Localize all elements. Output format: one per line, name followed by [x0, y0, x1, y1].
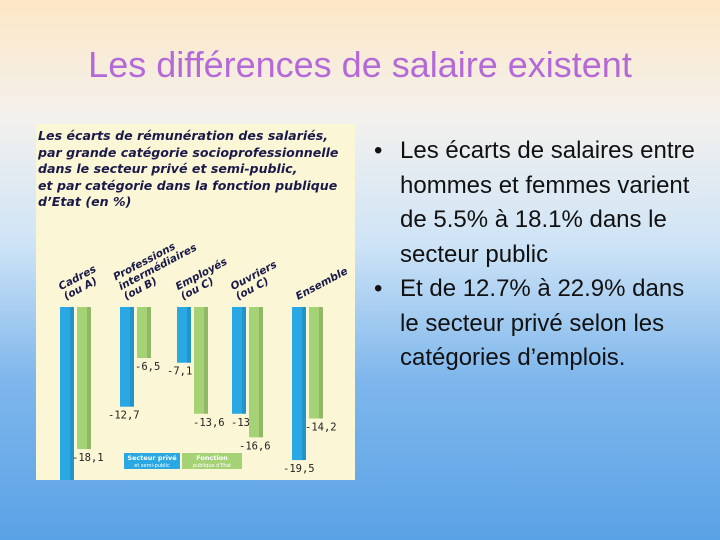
bar: [249, 307, 263, 438]
bar-shade: [147, 307, 151, 359]
chart-panel: Les écarts de rémunération des salariés,…: [36, 124, 355, 480]
category-label-line: Ensemble: [294, 265, 350, 302]
legend-label: publique d’Etat: [193, 463, 231, 469]
data-label: -6,5: [135, 361, 160, 373]
data-label: -14,2: [305, 421, 337, 433]
data-label: -18,1: [72, 452, 104, 464]
chart-title-line: par grande catégorie socioprofessionnell…: [38, 144, 339, 160]
legend-label: et semi-public: [134, 463, 170, 469]
bar: [194, 307, 208, 414]
bullet-list: • Les écarts de salaires entre hommes et…: [368, 134, 708, 376]
data-label: -19,5: [283, 463, 315, 475]
bar: [60, 307, 74, 480]
bar-shade: [130, 307, 134, 407]
bullet-text: Les écarts de salaires entre hommes et f…: [400, 137, 695, 268]
slide-title: Les différences de salaire existent: [88, 44, 632, 85]
bullet-symbol: •: [374, 137, 383, 164]
category-label: Employés(ou C): [174, 256, 235, 303]
bar: [120, 307, 134, 407]
data-label: -7,1: [167, 366, 192, 378]
bar-shade: [204, 307, 208, 414]
chart-title-line: Les écarts de rémunération des salariés,: [38, 128, 328, 143]
bar-shade: [187, 307, 191, 363]
category-label: Cadres(ou A): [57, 263, 104, 302]
data-label: -13,6: [193, 417, 225, 429]
bullet-symbol: •: [374, 275, 383, 302]
chart-title: Les écarts de rémunération des salariés,…: [38, 128, 353, 211]
category-label: Ensemble: [294, 265, 350, 302]
bar-shade: [242, 307, 246, 414]
bar: [309, 307, 323, 419]
category-label: Ouvriers(ou C): [229, 259, 284, 303]
bullet-text: Et de 12.7% à 22.9% dans le secteur priv…: [400, 275, 685, 371]
legend-label: Secteur privé: [127, 454, 177, 462]
bar: [137, 307, 151, 359]
bullet-item: • Les écarts de salaires entre hommes et…: [368, 134, 708, 272]
data-label: -16,6: [239, 440, 271, 452]
bar-shade: [87, 307, 91, 450]
bar-shade: [259, 307, 263, 438]
bullet-item: • Et de 12.7% à 22.9% dans le secteur pr…: [368, 272, 708, 376]
bar-shade: [302, 307, 306, 461]
legend-label: Fonction: [196, 454, 228, 462]
legend-swatch: [182, 453, 242, 469]
chart-title-line: et par catégorie dans la fonction publiq…: [38, 177, 338, 193]
chart-title-line: dans le secteur privé et semi-public,: [38, 161, 298, 177]
bar-shade: [70, 307, 74, 480]
legend-swatch: [124, 453, 180, 469]
bar: [177, 307, 191, 363]
bar: [77, 307, 91, 450]
bar: [232, 307, 246, 414]
bar-shade: [319, 307, 323, 419]
bar: [292, 307, 306, 461]
chart-title-line: d’Etat (en %): [38, 194, 132, 210]
data-label: -12,7: [108, 410, 140, 422]
